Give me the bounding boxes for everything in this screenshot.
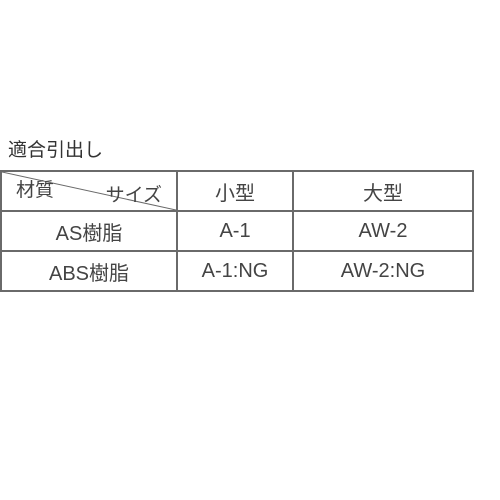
material-cell: AS樹脂 bbox=[1, 211, 177, 251]
small-cell: A-1:NG bbox=[177, 251, 293, 291]
small-cell: A-1 bbox=[177, 211, 293, 251]
table-row: AS樹脂 A-1 AW-2 bbox=[1, 211, 473, 251]
compatibility-table: サイズ 材質 小型 大型 AS樹脂 A-1 AW-2 ABS樹脂 A-1:NG … bbox=[0, 170, 474, 292]
column-header-small: 小型 bbox=[177, 171, 293, 211]
table-title: 適合引出し bbox=[0, 135, 500, 162]
diagonal-header-cell: サイズ 材質 bbox=[1, 171, 177, 211]
column-header-large: 大型 bbox=[293, 171, 473, 211]
large-cell: AW-2:NG bbox=[293, 251, 473, 291]
size-header-label: サイズ bbox=[106, 180, 162, 207]
material-cell: ABS樹脂 bbox=[1, 251, 177, 291]
compatibility-table-container: 適合引出し サイズ 材質 小型 大型 AS樹脂 A-1 AW-2 ABS樹脂 A… bbox=[0, 135, 500, 292]
large-cell: AW-2 bbox=[293, 211, 473, 251]
table-row: ABS樹脂 A-1:NG AW-2:NG bbox=[1, 251, 473, 291]
header-row: サイズ 材質 小型 大型 bbox=[1, 171, 473, 211]
material-header-label: 材質 bbox=[16, 175, 54, 202]
